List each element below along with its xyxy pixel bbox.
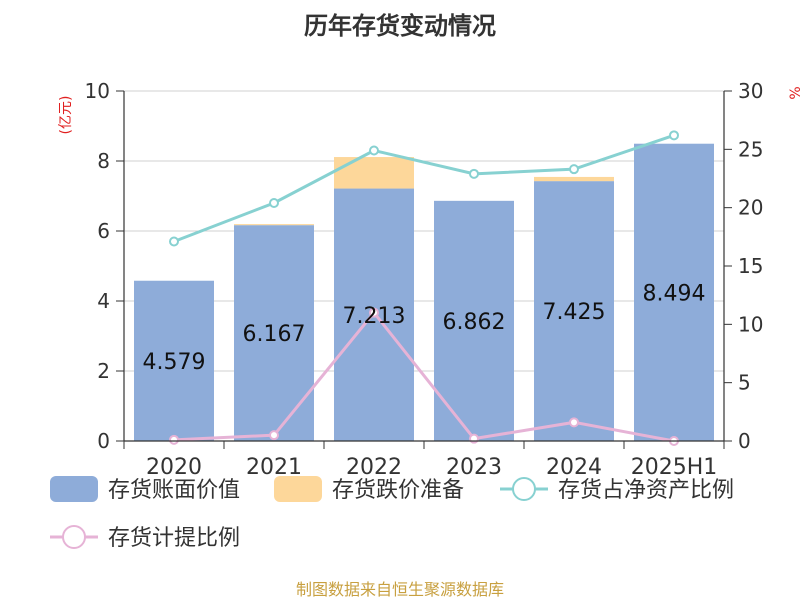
- line-point: [369, 307, 379, 318]
- line-point: [169, 434, 179, 445]
- x-tick-label: 2022: [346, 455, 402, 480]
- bar-series: [134, 143, 714, 441]
- x-tick-label: 2020: [146, 455, 202, 480]
- y-right-tick-label: 20: [738, 196, 763, 220]
- y-right-tick-label: 5: [738, 371, 751, 395]
- y-left-unit: (亿元): [58, 96, 74, 135]
- line-point: [569, 164, 579, 175]
- y-right-unit: %: [788, 86, 800, 99]
- bar-book-value: [534, 181, 614, 441]
- bar-data-label: 6.862: [443, 310, 506, 335]
- legend-label: 存货账面价值: [108, 478, 240, 503]
- line-point: [169, 236, 179, 247]
- line-point: [669, 130, 679, 141]
- y-left-tick-label: 0: [97, 429, 110, 453]
- y-left-tick-label: 6: [97, 219, 110, 243]
- legend-swatch-marker: [62, 525, 86, 549]
- legend-label: 存货占净资产比例: [558, 478, 734, 503]
- bar-book-value: [434, 200, 514, 441]
- bar-book-value: [134, 280, 214, 441]
- bar-impairment: [334, 157, 414, 189]
- line-point: [469, 168, 479, 179]
- x-tick-label: 2023: [446, 455, 502, 480]
- bar-data-label: 6.167: [243, 322, 306, 347]
- x-tick-label: 2024: [546, 455, 602, 480]
- line-point: [369, 145, 379, 156]
- y-right-tick-label: 10: [738, 312, 763, 336]
- bar-impairment: [234, 224, 314, 226]
- y-right-tick-label: 30: [738, 79, 763, 103]
- legend-swatch: [274, 476, 322, 502]
- line-right: [173, 133, 675, 243]
- x-tick-label: 2021: [246, 455, 302, 480]
- bar-data-label: 7.213: [343, 304, 406, 329]
- legend-label: 存货计提比例: [108, 526, 240, 551]
- data-labels: 4.579 6.167 7.213 6.862 7.425 8.494: [143, 281, 706, 375]
- bar-book-value: [634, 143, 714, 441]
- y-right-tick-label: 15: [738, 254, 763, 278]
- y-left-tick-label: 2: [97, 359, 110, 383]
- y-left-tick-label: 8: [97, 149, 110, 173]
- axes: 0 2 4 6 8 10 0 5 10 15 20 25 30 2020 2021 2022 2023 2024 2…: [85, 79, 764, 480]
- y-right-tick-label: 25: [738, 137, 763, 161]
- bar-book-value: [234, 225, 314, 441]
- legend-swatch-marker: [512, 477, 536, 501]
- line-right: [173, 310, 675, 443]
- x-tick-label: 2025H1: [631, 455, 718, 480]
- line-point: [269, 198, 279, 208]
- y-left-tick-label: 10: [85, 79, 110, 103]
- bar-data-label: 4.579: [143, 350, 206, 375]
- line-point: [269, 430, 279, 441]
- bar-impairment: [534, 176, 614, 182]
- legend-swatch: [50, 476, 98, 502]
- bar-data-label: 8.494: [643, 281, 706, 306]
- y-left-tick-label: 4: [97, 289, 110, 313]
- line-point: [569, 417, 579, 428]
- source-note: 制图数据来自恒生聚源数据库: [296, 580, 504, 599]
- y-right-tick-label: 0: [738, 429, 751, 453]
- bar-data-label: 7.425: [543, 300, 606, 325]
- legend-label: 存货跌价准备: [332, 478, 464, 503]
- chart-title: 历年存货变动情况: [304, 12, 496, 40]
- grid-lines: [124, 90, 724, 372]
